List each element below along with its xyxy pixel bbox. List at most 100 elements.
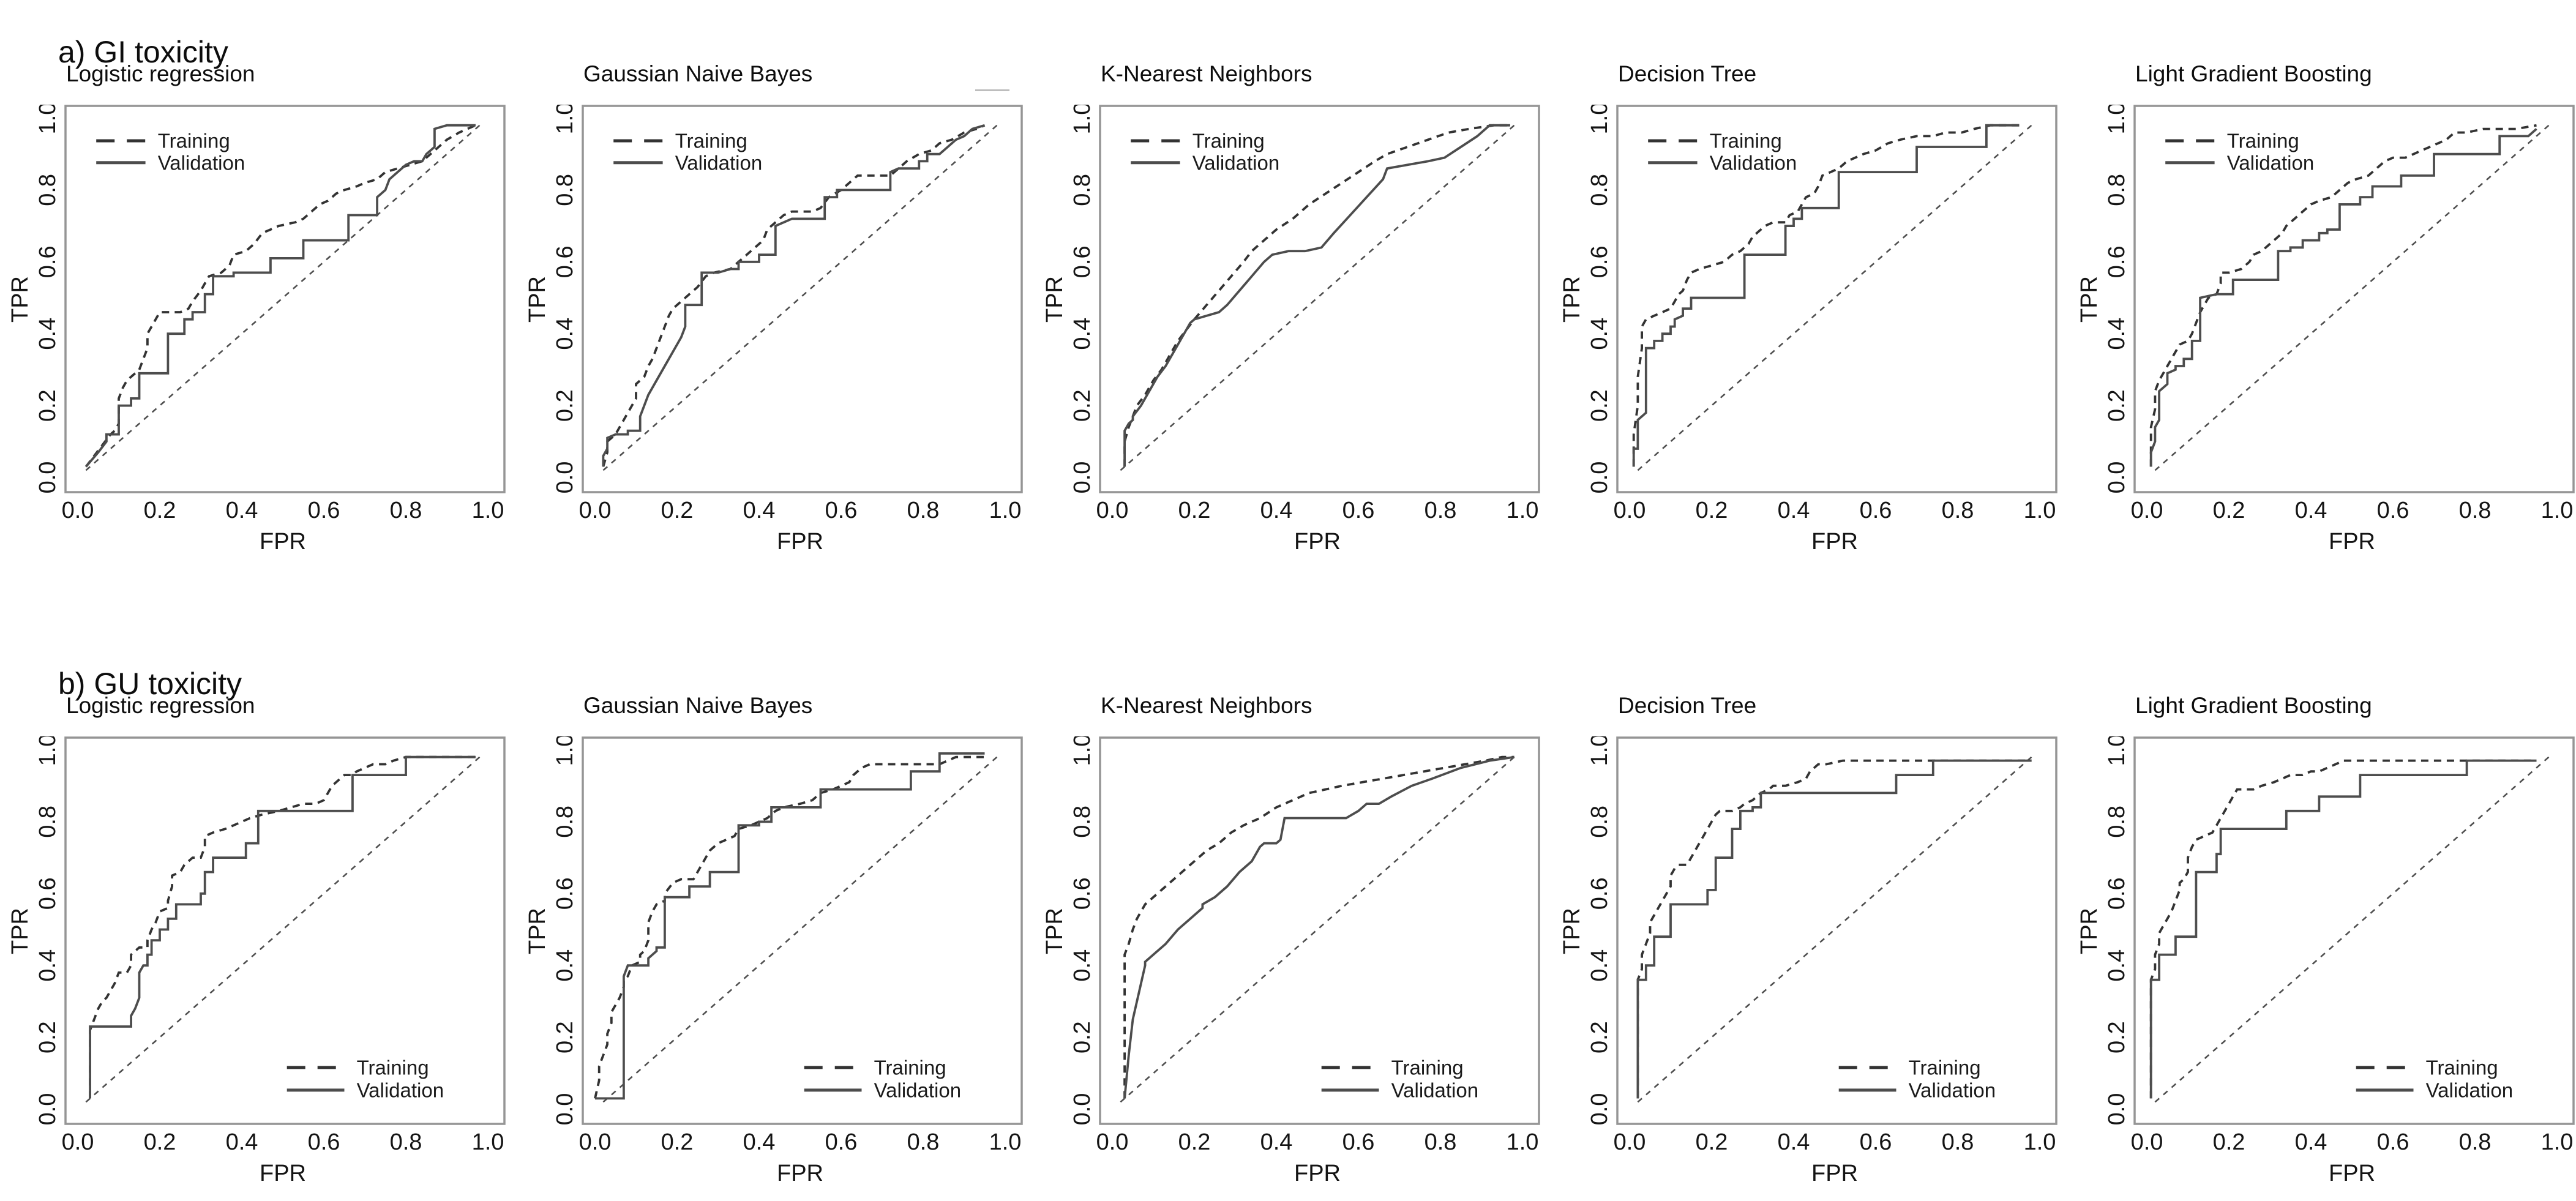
validation-curve (89, 755, 476, 1099)
x-axis-label: FPR (1294, 529, 1341, 555)
x-tick-label: 0.0 (1096, 1129, 1129, 1155)
y-tick-label: 1.0 (1590, 736, 1612, 766)
plot-border (2133, 105, 2575, 493)
y-tick-label: 0.6 (1590, 245, 1612, 278)
x-tick-label: 0.6 (1342, 1129, 1375, 1155)
y-tick-label: 0.2 (38, 1021, 61, 1053)
plot-border (64, 736, 506, 1125)
roc-plot-cell: K-Nearest Neighbors TPR 0.0 0.0 0.2 0.2 0.4 0.4… (1042, 61, 1590, 569)
training-curve (594, 755, 985, 1099)
y-tick-label: 0.0 (2107, 462, 2130, 494)
y-tick-label: 0.6 (555, 877, 578, 910)
x-tick-label: 0.2 (1696, 498, 1728, 523)
y-tick-label: 1.0 (2107, 736, 2130, 766)
plot-border (1616, 736, 2057, 1125)
x-tick-label: 1.0 (1507, 1129, 1539, 1155)
x-tick-label: 0.8 (390, 498, 422, 523)
y-tick-label: 0.8 (1590, 174, 1612, 206)
training-curve (84, 124, 476, 468)
x-tick-label: 0.6 (308, 498, 340, 523)
y-tick-label: 0.6 (1590, 877, 1612, 910)
legend-training-label: Training (2227, 130, 2299, 152)
x-tick-label: 0.6 (1860, 1129, 1892, 1155)
training-curve (2149, 124, 2537, 467)
y-tick-label: 0.0 (1590, 462, 1612, 494)
y-tick-label: 0.8 (1073, 174, 1095, 206)
legend-training-label: Training (1710, 130, 1782, 152)
charts-row-gu: Logistic regression TPR 0.0 0.0 0.2 0.2 0.4 0.4… (7, 693, 2576, 1201)
diagonal-reference-line (1637, 756, 2032, 1103)
legend-training-label: Training (357, 1056, 429, 1079)
x-tick-label: 0.6 (2377, 498, 2409, 523)
y-tick-label: 0.8 (38, 806, 61, 838)
plot-border (1099, 105, 1540, 493)
y-tick-label: 1.0 (1073, 736, 1095, 766)
roc-chart-svg: 0.00.0 0.2 0.2 0.4 0.4 0.6 0.6 0.8 0.8 1.0 1.0 Trai… (1590, 736, 2057, 1186)
y-tick-label: 0.8 (1073, 806, 1095, 838)
plot-title: Gaussian Naive Bayes (583, 693, 813, 718)
y-tick-label: 1.0 (1590, 105, 1612, 134)
plot-border (582, 736, 1023, 1125)
x-tick-label: 1.0 (1507, 498, 1539, 523)
x-tick-label: 0.4 (1260, 498, 1293, 523)
x-tick-label: 0.6 (1860, 498, 1892, 523)
y-tick-label: 0.2 (1073, 1021, 1095, 1053)
x-tick-label: 0.2 (661, 1129, 694, 1155)
validation-curve (2149, 128, 2537, 467)
y-axis-label: TPR (2076, 908, 2102, 954)
roc-chart-svg: 0.00.0 0.2 0.2 0.4 0.4 0.6 0.6 0.8 0.8 1.0 1.0 Trai… (1073, 105, 1540, 555)
roc-plot-cell: Decision Tree TPR 0.0 0.0 0.2 0.2 0.4 0.4 0.6 0.6… (1559, 61, 2107, 569)
x-tick-label: 0.6 (308, 1129, 340, 1155)
x-tick-label: 1.0 (2024, 498, 2056, 523)
x-axis-label: FPR (1811, 1161, 1858, 1186)
legend-validation-label: Validation (357, 1079, 444, 1101)
x-tick-label: 0.4 (226, 498, 258, 523)
x-tick-label: 0.6 (825, 498, 858, 523)
roc-plot-cell: Logistic regression TPR 0.0 0.0 0.2 0.2 0.4 0.4… (7, 693, 555, 1201)
x-tick-label: 0.0 (62, 1129, 94, 1155)
x-axis-label: FPR (2329, 1161, 2375, 1186)
x-tick-label: 1.0 (2541, 498, 2574, 523)
roc-chart-svg: 0.00.0 0.2 0.2 0.4 0.4 0.6 0.6 0.8 0.8 1.0 1.0 Trai… (38, 736, 506, 1186)
y-axis-label: TPR (2076, 276, 2102, 323)
x-tick-label: 0.0 (1614, 1129, 1646, 1155)
y-tick-label: 0.6 (38, 877, 61, 910)
x-tick-label: 0.4 (1260, 1129, 1293, 1155)
y-tick-label: 0.8 (38, 174, 61, 206)
training-curve (1632, 124, 2020, 467)
legend-training-label: Training (158, 130, 230, 152)
y-tick-label: 0.2 (38, 389, 61, 422)
diagonal-reference-line (1120, 124, 1515, 471)
x-tick-label: 1.0 (472, 498, 504, 523)
roc-plot-cell: Gaussian Naive Bayes TPR 0.0 0.0 0.2 0.2 0.4 0.… (525, 61, 1073, 569)
legend-training-label: Training (1909, 1056, 1981, 1079)
x-tick-label: 1.0 (472, 1129, 504, 1155)
y-tick-label: 0.4 (555, 318, 578, 350)
y-tick-label: 0.6 (2107, 877, 2130, 910)
legend-validation-label: Validation (1193, 151, 1280, 174)
legend-training-label: Training (874, 1056, 946, 1079)
x-tick-label: 0.4 (226, 1129, 258, 1155)
y-tick-label: 0.4 (2107, 949, 2130, 982)
legend-validation-label: Validation (874, 1079, 962, 1101)
diagonal-reference-line (2154, 124, 2550, 471)
plot-title: Logistic regression (66, 693, 255, 718)
legend-validation-label: Validation (158, 151, 245, 174)
legend-training-label: Training (1391, 1056, 1464, 1079)
plot-border (1099, 736, 1540, 1125)
legend-validation-label: Validation (2227, 151, 2315, 174)
charts-row-gi: Logistic regression TPR 0.0 0.0 0.2 0.2 0.4 0.4… (7, 61, 2576, 569)
roc-plot-cell: Gaussian Naive Bayes TPR 0.0 0.0 0.2 0.2 0.4 0.… (525, 693, 1073, 1201)
y-tick-label: 1.0 (38, 736, 61, 766)
y-tick-label: 1.0 (2107, 105, 2130, 134)
x-tick-label: 0.2 (144, 498, 176, 523)
diagonal-reference-line (85, 124, 481, 471)
y-tick-label: 0.0 (38, 462, 61, 494)
training-curve (1636, 759, 2032, 1099)
x-axis-label: FPR (2329, 529, 2375, 555)
y-axis-label: TPR (525, 908, 550, 954)
x-tick-label: 1.0 (2541, 1129, 2574, 1155)
y-axis-label: TPR (1559, 908, 1585, 954)
plot-title: Gaussian Naive Bayes (583, 61, 813, 86)
x-tick-label: 0.0 (1096, 498, 1129, 523)
